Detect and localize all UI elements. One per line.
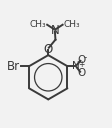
Text: O: O <box>77 68 86 78</box>
Text: O: O <box>44 43 53 56</box>
Text: N: N <box>72 61 80 71</box>
Text: -: - <box>84 53 87 62</box>
Text: CH₃: CH₃ <box>64 20 80 29</box>
Text: Br: Br <box>7 60 20 73</box>
Text: +: + <box>78 60 85 69</box>
Text: CH₃: CH₃ <box>29 20 46 29</box>
Text: O: O <box>78 55 86 65</box>
Text: N: N <box>51 24 59 37</box>
